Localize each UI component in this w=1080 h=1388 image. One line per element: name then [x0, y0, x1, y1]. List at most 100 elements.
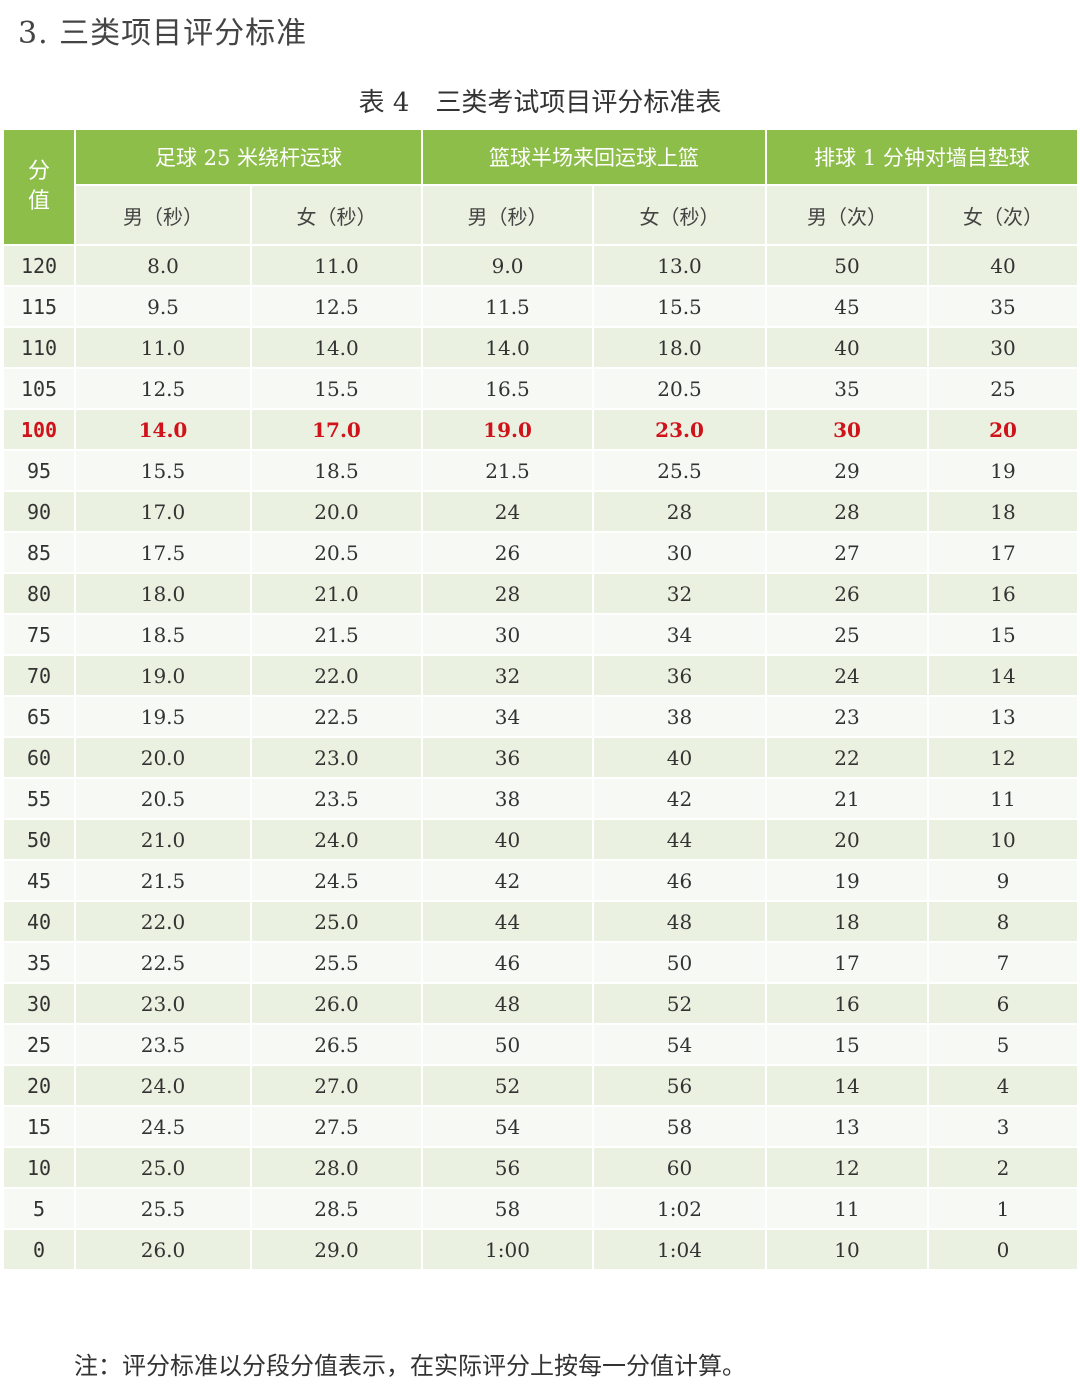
basketball-male-cell: 52 — [421, 1064, 595, 1107]
basketball-male-cell: 40 — [421, 818, 595, 861]
volleyball-female-cell: 9 — [927, 859, 1080, 902]
volleyball-male-cell: 12 — [765, 1146, 930, 1189]
basketball-male-cell: 34 — [421, 695, 595, 738]
football-female-cell: 21.0 — [249, 572, 424, 615]
basketball-female-cell: 15.5 — [592, 285, 768, 328]
volleyball-female-cell: 0 — [927, 1228, 1080, 1271]
volleyball-male-cell: 13 — [765, 1105, 930, 1148]
table-row: 90 17.0 20.0 24 28 28 18 — [2, 490, 1080, 533]
group-header-volleyball: 排球 1 分钟对墙自垫球 — [765, 128, 1080, 186]
table-row: 80 18.0 21.0 28 32 26 16 — [2, 572, 1080, 615]
volleyball-male-cell: 18 — [765, 900, 930, 943]
table-row: 65 19.5 22.5 34 38 23 13 — [2, 695, 1080, 738]
volleyball-female-cell: 13 — [927, 695, 1080, 738]
football-female-cell: 25.5 — [249, 941, 424, 984]
volleyball-male-cell: 27 — [765, 531, 930, 574]
basketball-male-cell: 30 — [421, 613, 595, 656]
volleyball-male-cell: 26 — [765, 572, 930, 615]
volleyball-female-cell: 35 — [927, 285, 1080, 328]
table-row: 0 26.0 29.0 1:00 1:04 10 0 — [2, 1228, 1080, 1271]
volleyball-male-cell: 11 — [765, 1187, 930, 1230]
score-cell: 35 — [2, 941, 76, 984]
volleyball-male-cell: 28 — [765, 490, 930, 533]
volleyball-female-cell: 30 — [927, 326, 1080, 369]
basketball-female-cell: 38 — [592, 695, 768, 738]
basketball-male-cell: 50 — [421, 1023, 595, 1066]
volleyball-male-cell: 22 — [765, 736, 930, 779]
football-male-cell: 23.0 — [74, 982, 252, 1025]
football-male-cell: 15.5 — [74, 449, 252, 492]
score-cell: 100 — [2, 408, 76, 451]
volleyball-female-cell: 14 — [927, 654, 1080, 697]
subheader-basketball-male: 男（秒） — [421, 184, 595, 246]
volleyball-female-cell: 18 — [927, 490, 1080, 533]
football-male-cell: 19.5 — [74, 695, 252, 738]
table-row: 15 24.5 27.5 54 58 13 3 — [2, 1105, 1080, 1148]
basketball-male-cell: 28 — [421, 572, 595, 615]
volleyball-female-cell: 12 — [927, 736, 1080, 779]
score-cell: 110 — [2, 326, 76, 369]
basketball-male-cell: 32 — [421, 654, 595, 697]
basketball-female-cell: 23.0 — [592, 408, 768, 451]
score-header-char-1: 分 — [27, 159, 50, 184]
volleyball-female-cell: 10 — [927, 818, 1080, 861]
football-male-cell: 8.0 — [74, 244, 252, 287]
basketball-female-cell: 18.0 — [592, 326, 768, 369]
volleyball-female-cell: 16 — [927, 572, 1080, 615]
football-male-cell: 22.5 — [74, 941, 252, 984]
volleyball-female-cell: 25 — [927, 367, 1080, 410]
table-row: 5 25.5 28.5 58 1:02 11 1 — [2, 1187, 1080, 1230]
football-female-cell: 14.0 — [249, 326, 424, 369]
table-row: 85 17.5 20.5 26 30 27 17 — [2, 531, 1080, 574]
volleyball-male-cell: 23 — [765, 695, 930, 738]
score-cell: 115 — [2, 285, 76, 328]
volleyball-female-cell: 7 — [927, 941, 1080, 984]
basketball-male-cell: 38 — [421, 777, 595, 820]
football-male-cell: 18.0 — [74, 572, 252, 615]
volleyball-female-cell: 4 — [927, 1064, 1080, 1107]
football-female-cell: 22.0 — [249, 654, 424, 697]
volleyball-male-cell: 21 — [765, 777, 930, 820]
score-cell: 70 — [2, 654, 76, 697]
basketball-male-cell: 16.5 — [421, 367, 595, 410]
basketball-male-cell: 9.0 — [421, 244, 595, 287]
football-male-cell: 21.0 — [74, 818, 252, 861]
table-row: 40 22.0 25.0 44 48 18 8 — [2, 900, 1080, 943]
basketball-female-cell: 25.5 — [592, 449, 768, 492]
basketball-male-cell: 54 — [421, 1105, 595, 1148]
volleyball-male-cell: 30 — [765, 408, 930, 451]
volleyball-female-cell: 19 — [927, 449, 1080, 492]
table-row: 10 25.0 28.0 56 60 12 2 — [2, 1146, 1080, 1189]
table-row: 45 21.5 24.5 42 46 19 9 — [2, 859, 1080, 902]
football-female-cell: 27.0 — [249, 1064, 424, 1107]
football-male-cell: 24.5 — [74, 1105, 252, 1148]
score-cell: 65 — [2, 695, 76, 738]
score-cell: 75 — [2, 613, 76, 656]
score-cell: 80 — [2, 572, 76, 615]
basketball-male-cell: 56 — [421, 1146, 595, 1189]
volleyball-male-cell: 14 — [765, 1064, 930, 1107]
volleyball-male-cell: 10 — [765, 1228, 930, 1271]
subheader-volleyball-female: 女（次） — [927, 184, 1080, 246]
subheader-basketball-female: 女（秒） — [592, 184, 768, 246]
volleyball-female-cell: 15 — [927, 613, 1080, 656]
basketball-male-cell: 19.0 — [421, 408, 595, 451]
score-cell: 30 — [2, 982, 76, 1025]
table-row: 55 20.5 23.5 38 42 21 11 — [2, 777, 1080, 820]
table-row: 120 8.0 11.0 9.0 13.0 50 40 — [2, 244, 1080, 287]
score-cell: 45 — [2, 859, 76, 902]
football-male-cell: 9.5 — [74, 285, 252, 328]
football-male-cell: 25.5 — [74, 1187, 252, 1230]
football-male-cell: 23.5 — [74, 1023, 252, 1066]
volleyball-male-cell: 40 — [765, 326, 930, 369]
score-cell: 60 — [2, 736, 76, 779]
basketball-female-cell: 48 — [592, 900, 768, 943]
table-caption: 表 4 三类考试项目评分标准表 — [0, 82, 1080, 119]
basketball-female-cell: 34 — [592, 613, 768, 656]
football-female-cell: 29.0 — [249, 1228, 424, 1271]
volleyball-male-cell: 25 — [765, 613, 930, 656]
basketball-female-cell: 44 — [592, 818, 768, 861]
score-cell: 95 — [2, 449, 76, 492]
subheader-football-female: 女（秒） — [249, 184, 424, 246]
score-cell: 5 — [2, 1187, 76, 1230]
